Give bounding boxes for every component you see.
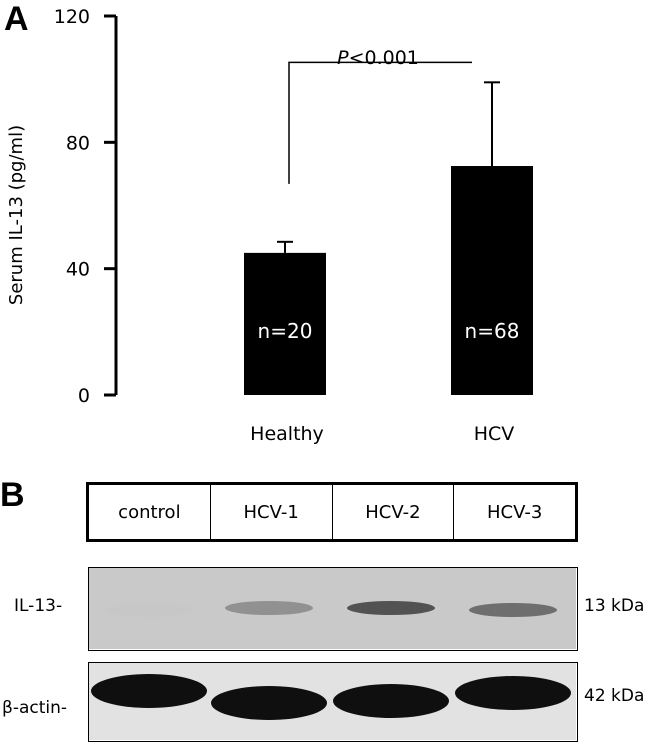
x-tick-label: Healthy <box>250 423 324 445</box>
blot-band-lane-3 <box>333 684 449 718</box>
blot-band-lane-2 <box>225 601 313 615</box>
il13-row-label: IL-13- <box>14 596 63 616</box>
lane-hcv-2: HCV-2 <box>331 485 454 539</box>
panel-a-label: A <box>4 0 29 38</box>
y-tick-label: 120 <box>54 6 90 28</box>
actin-blot <box>88 662 578 742</box>
actin-row-label: β-actin- <box>2 698 68 718</box>
panel-b-label: B <box>0 476 25 514</box>
x-tick-label: HCV <box>474 423 515 445</box>
significance-p: P <box>337 47 349 69</box>
blot-band-lane-2 <box>211 686 327 720</box>
significance-label: P<0.001 <box>337 47 419 69</box>
blot-band-lane-4 <box>455 676 571 710</box>
lane-header-table: control HCV-1 HCV-2 HCV-3 <box>86 482 578 542</box>
blot-band-lane-1 <box>91 674 207 708</box>
lane-control: control <box>118 501 181 523</box>
blot-band-lane-4 <box>469 603 557 617</box>
y-axis-label: Serum IL-13 (pg/ml) <box>6 125 27 305</box>
lane-hcv-1: HCV-1 <box>209 485 332 539</box>
significance-bracket <box>288 61 472 184</box>
bar-chart: 0 40 80 120 n=20 Healthy n=68 HCV Serum IL-13 (… <box>6 6 533 445</box>
lane-hcv-3: HCV-3 <box>453 485 575 539</box>
blot-band-lane-1 <box>105 603 193 617</box>
bar-data-label: n=68 <box>465 319 520 343</box>
il13-size-label: 13 kDa <box>584 596 645 616</box>
blot-band-lane-3 <box>347 601 435 615</box>
il13-blot <box>88 567 578 651</box>
bar-data-label: n=20 <box>258 319 313 343</box>
bar-healthy <box>244 252 326 395</box>
y-tick-label: 80 <box>66 132 90 154</box>
actin-size-label: 42 kDa <box>584 686 645 706</box>
y-tick-label: 0 <box>78 385 90 407</box>
bar-hcv <box>451 166 533 395</box>
y-tick-label: 40 <box>66 259 90 281</box>
significance-threshold: <0.001 <box>349 47 419 69</box>
